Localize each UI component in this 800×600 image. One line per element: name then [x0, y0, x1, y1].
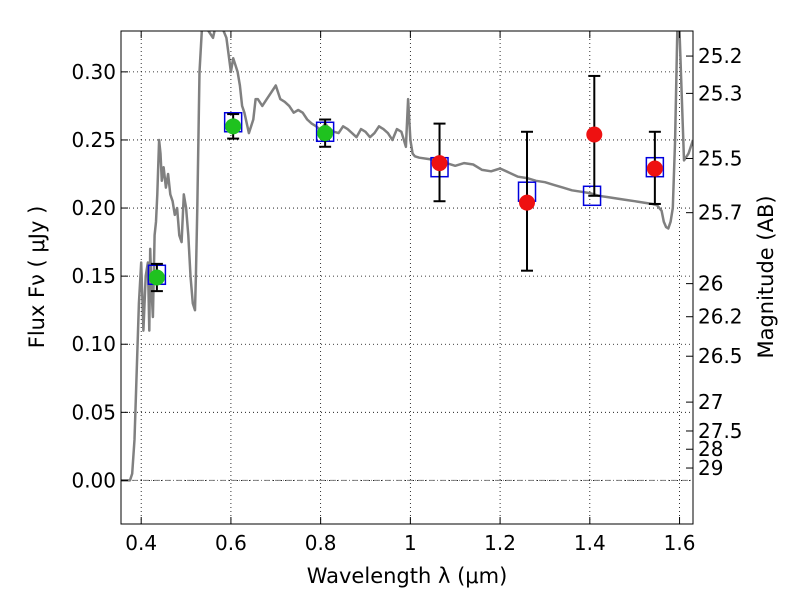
x-tick-label: 1.6: [664, 531, 696, 555]
points-group: [148, 118, 663, 286]
y-tick-label: 0.25: [71, 128, 116, 152]
green-data-point: [317, 125, 334, 142]
model-spectrum-group: [121, 31, 693, 482]
tick-labels-group: 0.4 0.6 0.8 1 1.2 1.4 1.6 0.00 0.05 0.10 0.15 0.20 0…: [71, 44, 742, 555]
x-tick-label: 0.6: [215, 531, 247, 555]
y-right-tick-label: 29: [698, 456, 723, 480]
x-tick-label: 1: [404, 531, 417, 555]
y-right-tick-label: 25.7: [698, 201, 743, 225]
y-right-tick-label: 26.5: [698, 344, 743, 368]
y-right-tick-label: 26.2: [698, 305, 743, 329]
y-tick-label: 0.05: [71, 400, 116, 424]
y-right-tick-label: 27: [698, 390, 723, 414]
green-data-point: [148, 269, 165, 286]
y-tick-label: 0.00: [71, 468, 116, 492]
y-axis-title: Flux Fν ( μJy ): [25, 206, 49, 349]
x-tick-label: 0.8: [305, 531, 337, 555]
y-right-tick-label: 28: [698, 437, 723, 461]
y-tick-label: 0.10: [71, 332, 116, 356]
red-data-point: [519, 194, 536, 211]
green-data-point: [225, 118, 242, 135]
x-tick-label: 0.4: [125, 531, 157, 555]
ticks-group: [121, 31, 693, 524]
y-right-tick-label: 25.3: [698, 81, 743, 105]
y-right-tick-label: 27.5: [698, 419, 743, 443]
y-right-axis-title: Magnitude (AB): [754, 195, 778, 358]
y-right-tick-label: 25.2: [698, 44, 743, 68]
red-data-point: [646, 160, 663, 177]
red-data-point: [431, 155, 448, 172]
x-tick-label: 1.2: [484, 531, 516, 555]
y-tick-label: 0.15: [71, 264, 116, 288]
x-axis-title: Wavelength λ (μm): [307, 564, 508, 588]
model-spectrum-line: [121, 31, 693, 482]
y-right-tick-label: 25.5: [698, 146, 743, 170]
errorbars-group: [150, 74, 661, 293]
red-data-point: [586, 126, 603, 143]
x-tick-label: 1.4: [574, 531, 606, 555]
y-right-tick-label: 26: [698, 272, 723, 296]
model-square: [582, 185, 602, 207]
y-tick-label: 0.30: [71, 60, 116, 84]
y-tick-label: 0.20: [71, 196, 116, 220]
plot-frame: [120, 30, 694, 525]
